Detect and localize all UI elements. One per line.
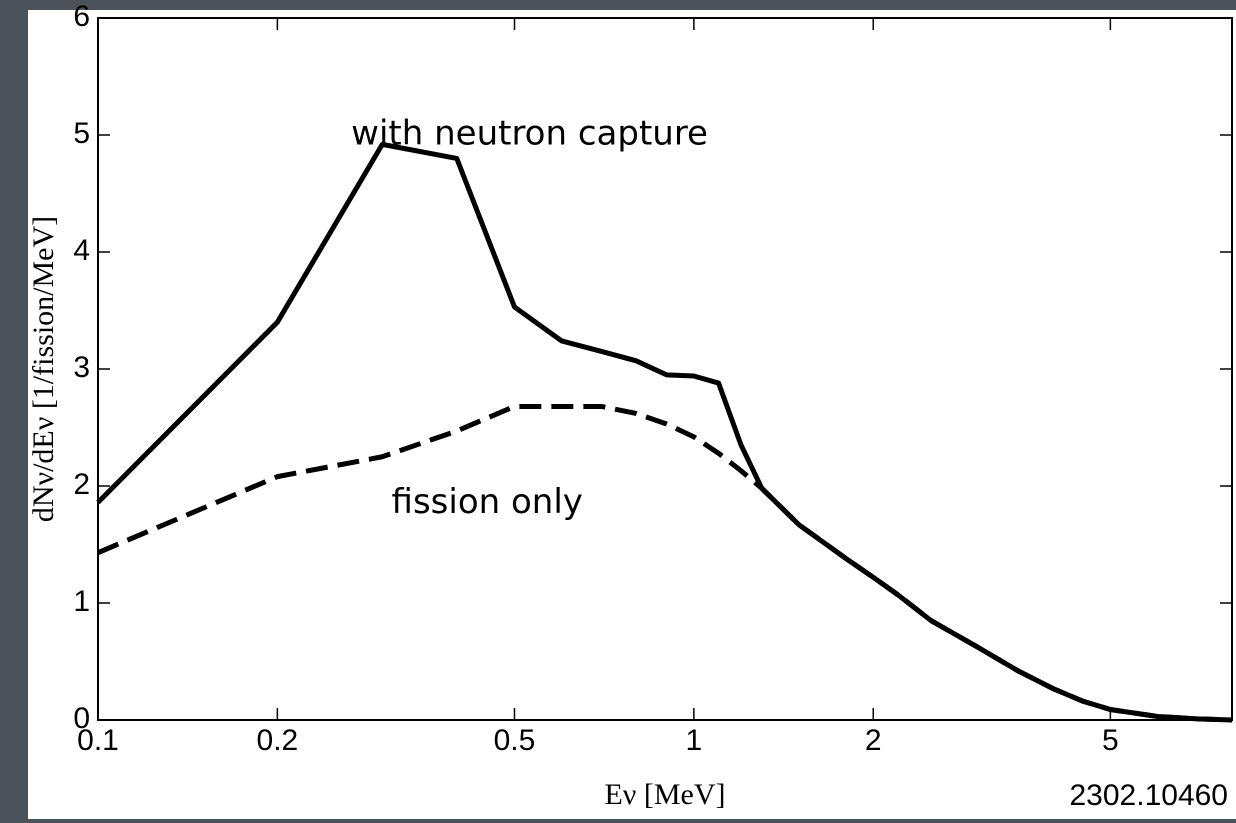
y-tick-label: 2 (73, 468, 90, 501)
annotation: with neutron capture (351, 114, 708, 154)
y-tick-label: 3 (73, 351, 90, 384)
x-tick-label: 2 (865, 724, 882, 757)
x-tick-label: 5 (1102, 724, 1119, 757)
x-tick-label: 0.1 (77, 724, 119, 757)
annotation: fission only (392, 482, 583, 522)
y-tick-label: 0 (73, 702, 90, 735)
x-tick-label: 1 (686, 724, 703, 757)
y-tick-label: 6 (73, 0, 90, 33)
x-axis-label: Eν [MeV] (604, 778, 725, 811)
x-tick-label: 0.2 (257, 724, 299, 757)
y-axis-label: dNν/dEν [1/fission/MeV] (27, 216, 60, 522)
reference-label: 2302.10460 (1070, 779, 1229, 812)
y-tick-label: 1 (73, 585, 90, 618)
y-tick-label: 4 (73, 234, 90, 267)
x-tick-label: 0.5 (494, 724, 536, 757)
series-line (97, 403, 1233, 723)
y-tick-label: 5 (73, 117, 90, 150)
